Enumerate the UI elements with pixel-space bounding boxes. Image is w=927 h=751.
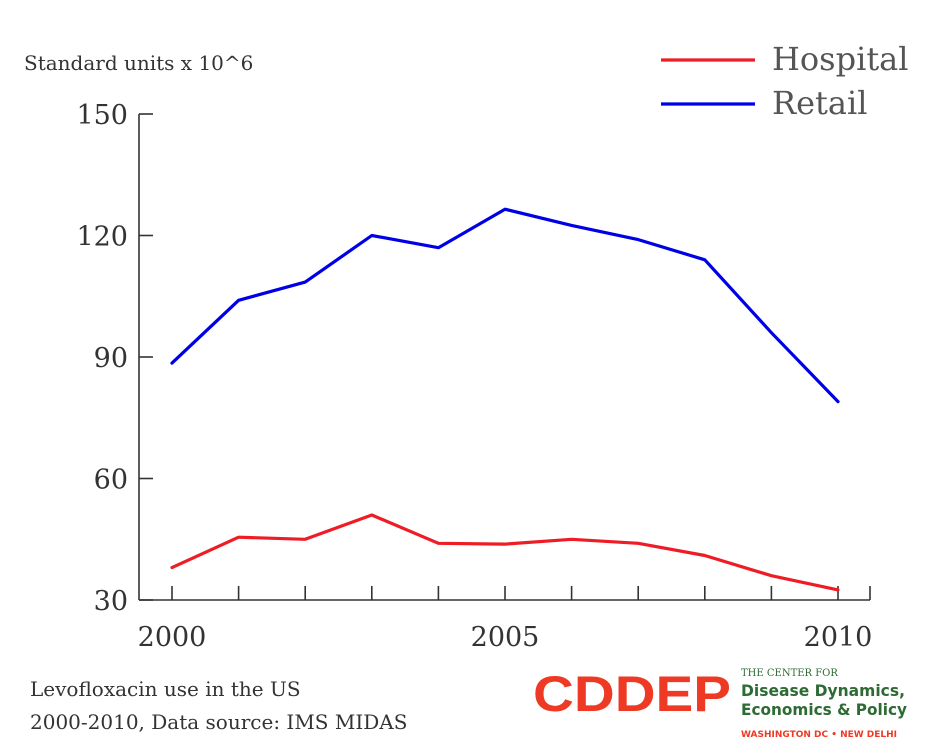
- legend: Hospital Retail: [661, 40, 908, 122]
- logo-wordmark: CDDEP: [533, 666, 731, 722]
- logo-tagline-line2: Economics & Policy: [741, 700, 908, 719]
- axes: 30 60 90 120 150 2000 2005 2010: [76, 100, 872, 653]
- legend-label-retail: Retail: [772, 84, 867, 122]
- y-tick-label: 60: [94, 465, 128, 496]
- logo-tagline-line1: Disease Dynamics,: [741, 681, 905, 700]
- legend-label-hospital: Hospital: [772, 40, 908, 78]
- y-tick-label: 30: [94, 586, 128, 617]
- x-tick-label: 2005: [471, 622, 540, 653]
- logo-tagline-small: THE CENTER FOR: [741, 668, 838, 679]
- x-tick-label: 2000: [138, 622, 207, 653]
- y-tick-label: 150: [76, 100, 128, 131]
- y-tick-label: 120: [76, 222, 128, 253]
- series-lines: [170, 207, 840, 592]
- y-tick-label: 90: [94, 343, 128, 374]
- logo-locations: WASHINGTON DC • NEW DELHI: [741, 730, 897, 740]
- series-line-hospital: [170, 513, 840, 592]
- x-tick-label: 2010: [804, 622, 873, 653]
- caption-line-2: 2000-2010, Data source: IMS MIDAS: [30, 710, 407, 734]
- series-line-retail: [170, 207, 840, 404]
- y-axis-label: Standard units x 10^6: [24, 51, 253, 75]
- caption: Levofloxacin use in the US 2000-2010, Da…: [30, 677, 407, 734]
- cddep-logo: CDDEP THE CENTER FOR Disease Dynamics, E…: [533, 666, 908, 740]
- caption-line-1: Levofloxacin use in the US: [30, 677, 301, 701]
